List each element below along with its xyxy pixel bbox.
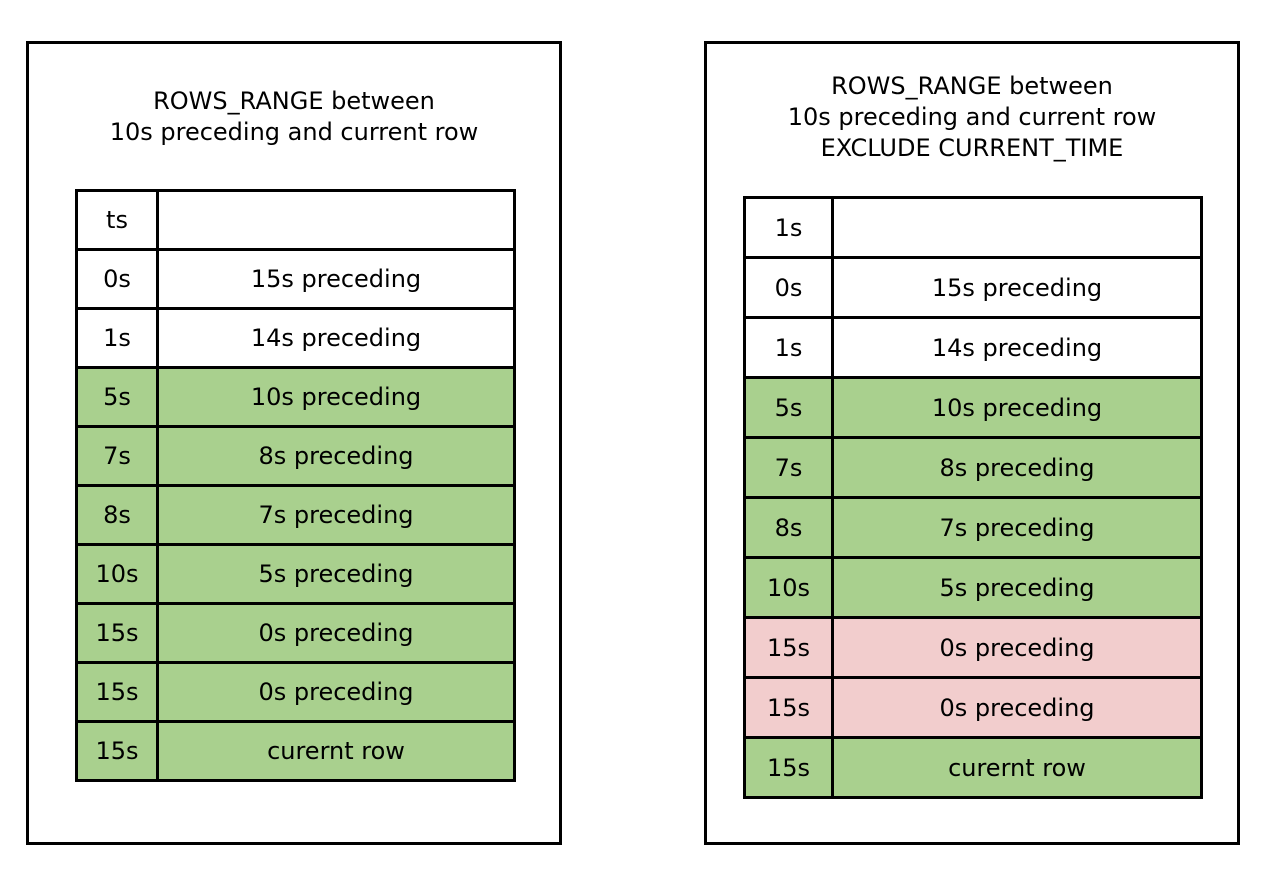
- title-line: EXCLUDE CURRENT_TIME: [820, 134, 1124, 162]
- window-table-body: 1s 0s 15s preceding 1s 14s preceding 5s 10s pr…: [743, 196, 1203, 799]
- ts-cell: ts: [75, 189, 159, 251]
- window-panel-rows-range: ROWS_RANGE between 10s preceding and cur…: [26, 41, 562, 845]
- ts-cell: 7s: [75, 425, 159, 487]
- ts-cell: 8s: [743, 496, 834, 559]
- ts-cell: 1s: [743, 316, 834, 379]
- offset-cell: curernt row: [831, 736, 1203, 799]
- ts-cell: 5s: [75, 366, 159, 428]
- table-row: 8s 7s preceding: [75, 484, 516, 546]
- ts-cell: 15s: [743, 676, 834, 739]
- table-row: 15s 0s preceding: [75, 602, 516, 664]
- offset-cell: 8s preceding: [156, 425, 516, 487]
- offset-cell: 0s preceding: [156, 602, 516, 664]
- table-row: 5s 10s preceding: [75, 366, 516, 428]
- offset-cell: 10s preceding: [156, 366, 516, 428]
- ts-cell: 0s: [743, 256, 834, 319]
- table-row: 1s: [743, 196, 1203, 259]
- offset-cell: 0s preceding: [831, 676, 1203, 739]
- offset-cell: 15s preceding: [831, 256, 1203, 319]
- offset-cell: 0s preceding: [831, 616, 1203, 679]
- ts-cell: 0s: [75, 248, 159, 310]
- offset-cell: 7s preceding: [831, 496, 1203, 559]
- window-table: ts 0s 15s preceding 1s 14s preceding 5s 10s pr…: [75, 189, 516, 782]
- table-row: 15s curernt row: [743, 736, 1203, 799]
- ts-cell: 8s: [75, 484, 159, 546]
- offset-cell: 15s preceding: [156, 248, 516, 310]
- offset-cell: 5s preceding: [831, 556, 1203, 619]
- offset-cell: [831, 196, 1203, 259]
- table-row: 15s 0s preceding: [743, 616, 1203, 679]
- window-table-body: ts 0s 15s preceding 1s 14s preceding 5s 10s pr…: [75, 189, 516, 782]
- offset-cell: 14s preceding: [831, 316, 1203, 379]
- offset-cell: 10s preceding: [831, 376, 1203, 439]
- table-row: 15s curernt row: [75, 720, 516, 782]
- offset-cell: 8s preceding: [831, 436, 1203, 499]
- table-row: 10s 5s preceding: [75, 543, 516, 605]
- window-panel-exclude-current-time: ROWS_RANGE between 10s preceding and cur…: [704, 41, 1240, 845]
- table-row: 1s 14s preceding: [75, 307, 516, 369]
- ts-cell: 5s: [743, 376, 834, 439]
- table-row: 1s 14s preceding: [743, 316, 1203, 379]
- offset-cell: 5s preceding: [156, 543, 516, 605]
- ts-cell: 15s: [743, 736, 834, 799]
- title-line: ROWS_RANGE between: [153, 87, 435, 115]
- table-row: 10s 5s preceding: [743, 556, 1203, 619]
- panel-title: ROWS_RANGE between 10s preceding and cur…: [29, 86, 559, 148]
- table-row: 5s 10s preceding: [743, 376, 1203, 439]
- offset-cell: 14s preceding: [156, 307, 516, 369]
- ts-cell: 15s: [75, 661, 159, 723]
- table-row: ts: [75, 189, 516, 251]
- ts-cell: 10s: [75, 543, 159, 605]
- offset-cell: 0s preceding: [156, 661, 516, 723]
- title-line: 10s preceding and current row: [787, 103, 1157, 131]
- title-line: ROWS_RANGE between: [831, 72, 1113, 100]
- offset-cell: [156, 189, 516, 251]
- title-line: 10s preceding and current row: [109, 118, 479, 146]
- ts-cell: 10s: [743, 556, 834, 619]
- table-row: 7s 8s preceding: [75, 425, 516, 487]
- table-row: 15s 0s preceding: [743, 676, 1203, 739]
- panel-title: ROWS_RANGE between 10s preceding and cur…: [707, 71, 1237, 164]
- table-row: 0s 15s preceding: [743, 256, 1203, 319]
- window-table: 1s 0s 15s preceding 1s 14s preceding 5s 10s pr…: [743, 196, 1203, 799]
- table-row: 8s 7s preceding: [743, 496, 1203, 559]
- table-row: 15s 0s preceding: [75, 661, 516, 723]
- ts-cell: 1s: [75, 307, 159, 369]
- table-row: 0s 15s preceding: [75, 248, 516, 310]
- ts-cell: 7s: [743, 436, 834, 499]
- ts-cell: 15s: [75, 602, 159, 664]
- offset-cell: curernt row: [156, 720, 516, 782]
- offset-cell: 7s preceding: [156, 484, 516, 546]
- ts-cell: 15s: [75, 720, 159, 782]
- ts-cell: 15s: [743, 616, 834, 679]
- ts-cell: 1s: [743, 196, 834, 259]
- table-row: 7s 8s preceding: [743, 436, 1203, 499]
